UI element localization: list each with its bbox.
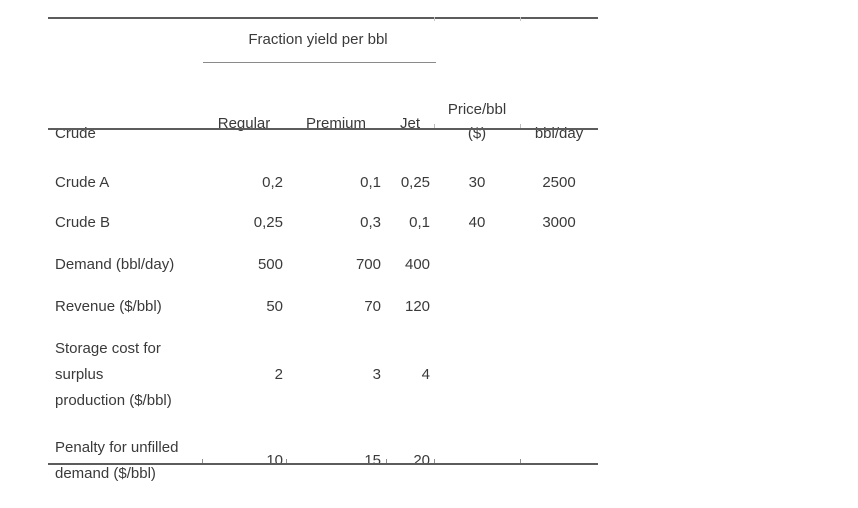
value-cell-bbl-day xyxy=(520,422,598,499)
value-cell-premium: 70 xyxy=(364,298,381,315)
col-header-price: Price/bbl ($) xyxy=(434,70,520,164)
empty-cell xyxy=(48,17,202,70)
value-cell-price xyxy=(434,422,520,499)
value-cell-bbl-day xyxy=(520,244,598,286)
value-cell-regular: 0,2 xyxy=(262,174,283,191)
column-tick xyxy=(520,124,521,128)
fraction-yield-underline-rule xyxy=(203,62,436,63)
value-cell-jet: 4 xyxy=(421,366,431,383)
col-header-jet: Jet xyxy=(400,115,421,132)
value-cell-regular: 10 xyxy=(266,451,283,469)
column-tick xyxy=(520,17,521,21)
column-tick xyxy=(434,124,435,128)
table-row-storage-cost: Storage cost for surplus production ($/b… xyxy=(48,328,598,422)
column-tick xyxy=(434,459,435,463)
col-header-premium: Premium xyxy=(305,115,366,132)
table-top-rule xyxy=(48,17,598,19)
value-cell-bbl-day: 2500 xyxy=(542,174,576,191)
crude-yield-table-container: Fraction yield per bbl Crude Regular Pre… xyxy=(48,17,598,482)
value-cell-regular: 0,25 xyxy=(253,214,283,231)
row-label: Crude B xyxy=(55,214,111,231)
table-row-penalty: Penalty for unfilled demand ($/bbl) 10 1… xyxy=(48,422,598,499)
row-label: Demand (bbl/day) xyxy=(55,256,175,273)
header-separator-rule xyxy=(48,128,598,130)
column-tick xyxy=(286,459,287,463)
table-row-crude-b: Crude B 0,25 0,3 0,1 40 3000 xyxy=(48,202,598,244)
row-label: Crude A xyxy=(55,174,110,191)
table-row-crude-a: Crude A 0,2 0,1 0,25 30 2500 xyxy=(48,164,598,202)
value-cell-price xyxy=(434,244,520,286)
column-tick xyxy=(520,459,521,463)
col-header-price-line2: ($) xyxy=(467,125,487,142)
value-cell-price: 40 xyxy=(468,214,486,231)
col-header-regular: Regular xyxy=(217,115,271,132)
span-header-fraction-yield: Fraction yield per bbl xyxy=(248,30,388,48)
value-cell-jet: 0,1 xyxy=(409,214,431,231)
row-label: Penalty for unfilled demand ($/bbl) xyxy=(55,438,179,482)
span-header-row: Fraction yield per bbl xyxy=(48,17,598,70)
value-cell-jet: 0,25 xyxy=(400,174,431,191)
column-tick xyxy=(434,17,435,21)
value-cell-regular: 2 xyxy=(274,366,283,383)
value-cell-bbl-day xyxy=(520,286,598,328)
value-cell-premium: 15 xyxy=(364,451,381,469)
empty-cell xyxy=(434,17,520,70)
value-cell-bbl-day xyxy=(520,328,598,422)
value-cell-bbl-day: 3000 xyxy=(542,214,576,231)
column-tick xyxy=(202,459,203,463)
value-cell-price xyxy=(434,328,520,422)
col-header-bbl-day: bbl/day xyxy=(534,125,584,142)
column-header-row: Crude Regular Premium Jet Price/bbl ($) b… xyxy=(48,70,598,164)
empty-cell xyxy=(520,17,598,70)
value-cell-premium: 0,3 xyxy=(360,214,381,231)
table-row-revenue: Revenue ($/bbl) 50 70 120 xyxy=(48,286,598,328)
value-cell-jet: 120 xyxy=(404,298,431,315)
value-cell-price xyxy=(434,286,520,328)
row-label: Revenue ($/bbl) xyxy=(55,298,162,315)
value-cell-jet: 20 xyxy=(413,451,431,469)
value-cell-price: 30 xyxy=(468,174,486,191)
col-header-crude: Crude xyxy=(55,125,96,142)
value-cell-premium: 0,1 xyxy=(360,174,381,191)
table-bottom-rule xyxy=(48,463,598,465)
table-row-demand: Demand (bbl/day) 500 700 400 xyxy=(48,244,598,286)
value-cell-jet: 400 xyxy=(404,256,431,273)
col-header-price-line1: Price/bbl xyxy=(447,101,507,118)
column-tick xyxy=(386,459,387,463)
crude-yield-table: Fraction yield per bbl Crude Regular Pre… xyxy=(48,17,598,499)
value-cell-regular: 500 xyxy=(257,256,283,273)
row-label: Storage cost for surplus production ($/b… xyxy=(55,340,172,409)
value-cell-premium: 3 xyxy=(372,366,381,383)
value-cell-premium: 700 xyxy=(355,256,381,273)
value-cell-regular: 50 xyxy=(266,298,283,315)
